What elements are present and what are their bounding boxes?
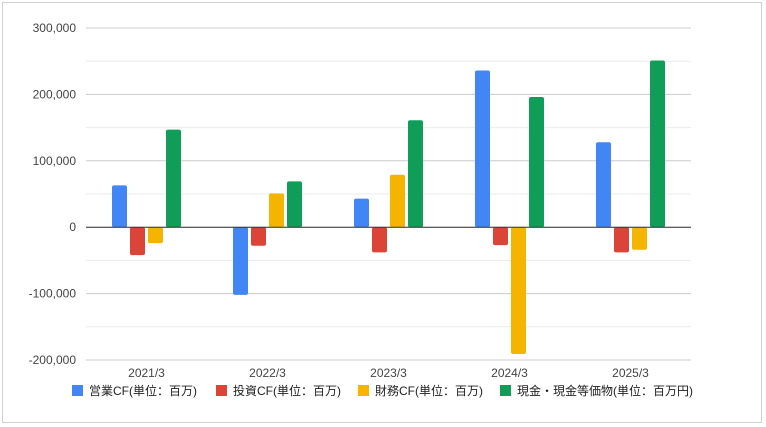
legend-label-2: 投資CF(単位：百万) <box>233 383 341 398</box>
legend-label-3: 財務CF(単位：百万) <box>375 383 483 398</box>
legend-swatch-3 <box>358 385 369 396</box>
bar-series-4 <box>287 181 302 228</box>
bar-series-4 <box>529 97 544 228</box>
bar-series-3 <box>390 174 405 228</box>
bar-series-4 <box>166 129 181 228</box>
bar-series-1 <box>475 70 490 228</box>
y-tick-label: -100,000 <box>29 287 77 301</box>
x-tick-label: 2021/3 <box>128 366 165 380</box>
legend-label-4: 現金・現金等価物(単位：百万円) <box>517 383 693 398</box>
x-tick-label: 2024/3 <box>491 366 528 380</box>
y-tick-label: 100,000 <box>33 154 77 168</box>
bar-series-3 <box>632 227 647 250</box>
bar-series-2 <box>130 227 145 256</box>
bar-series-1 <box>233 227 248 295</box>
bar-series-2 <box>493 227 508 246</box>
x-tick-label: 2025/3 <box>612 366 649 380</box>
bar-series-3 <box>148 227 163 244</box>
y-tick-label: 200,000 <box>33 87 77 101</box>
x-tick-label: 2022/3 <box>249 366 286 380</box>
bar-series-4 <box>650 60 665 228</box>
bar-series-2 <box>372 227 387 253</box>
legend-swatch-2 <box>216 385 227 396</box>
y-tick-label: 0 <box>69 220 76 234</box>
y-tick-label: 300,000 <box>33 21 77 35</box>
legend-label-1: 営業CF(単位：百万) <box>89 383 197 398</box>
bar-series-3 <box>511 227 526 355</box>
bar-series-1 <box>354 198 369 228</box>
y-tick-label: -200,000 <box>29 353 77 367</box>
legend-swatch-4 <box>500 385 511 396</box>
bar-series-3 <box>269 193 284 228</box>
chart-frame <box>2 2 762 423</box>
bar-series-4 <box>408 120 423 228</box>
bar-series-1 <box>112 185 127 228</box>
legend-swatch-1 <box>72 385 83 396</box>
bar-series-1 <box>596 142 611 228</box>
bar-series-2 <box>614 227 629 253</box>
bar-series-2 <box>251 227 266 246</box>
x-tick-label: 2023/3 <box>370 366 407 380</box>
